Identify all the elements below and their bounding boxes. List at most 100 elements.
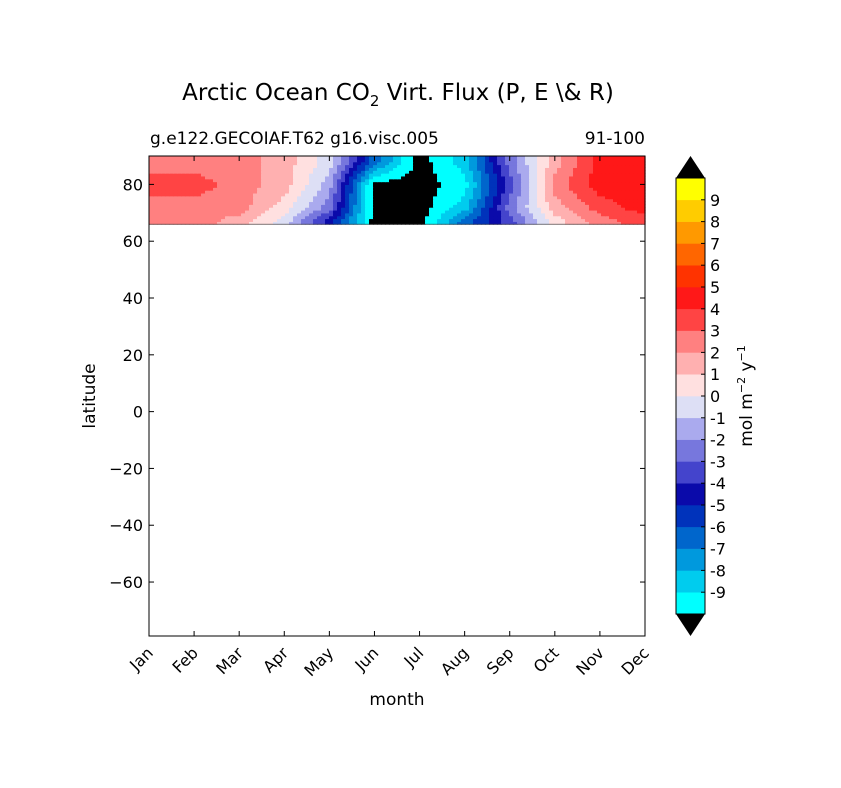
heatmap-cell: [405, 215, 410, 220]
heatmap-cell: [577, 209, 582, 214]
heatmap-cell: [229, 198, 234, 203]
heatmap-cell: [325, 161, 330, 166]
heatmap-cell: [313, 164, 318, 168]
heatmap-cell: [173, 156, 178, 160]
heatmap-cell: [401, 156, 406, 160]
heatmap-cell: [321, 184, 326, 188]
heatmap-cell: [505, 190, 510, 194]
heatmap-cell: [421, 201, 426, 205]
heatmap-cell: [345, 215, 350, 220]
heatmap-cell: [581, 178, 586, 183]
heatmap-cell: [273, 218, 278, 222]
heatmap-cell: [213, 170, 218, 174]
heatmap-cell: [169, 178, 174, 183]
heatmap-cell: [593, 173, 598, 177]
colorbar-label-exp2: −1: [735, 345, 748, 361]
heatmap-cell: [329, 204, 334, 208]
heatmap-cell: [233, 192, 238, 197]
heatmap-cell: [629, 201, 634, 205]
heatmap-cell: [545, 215, 550, 220]
colorbar-tick-label: -8: [710, 561, 726, 580]
heatmap-cell: [417, 173, 422, 177]
heatmap-cell: [457, 221, 462, 225]
heatmap-cell: [509, 207, 514, 211]
heatmap-cell: [181, 192, 186, 197]
heatmap-cell: [573, 178, 578, 183]
heatmap-cell: [465, 187, 470, 191]
heatmap-cell: [597, 195, 602, 200]
heatmap-cell: [501, 161, 506, 166]
heatmap-cell: [333, 204, 338, 208]
heatmap-cell: [177, 158, 182, 163]
heatmap-cell: [433, 156, 438, 160]
heatmap-cell: [305, 187, 310, 191]
heatmap-cell: [525, 158, 530, 163]
heatmap-cell: [261, 167, 266, 171]
heatmap-cell: [541, 198, 546, 203]
heatmap-cell: [369, 181, 374, 185]
heatmap-cell: [309, 221, 314, 225]
heatmap-cell: [485, 178, 490, 183]
heatmap-cell: [425, 164, 430, 168]
heatmap-cell: [257, 218, 262, 222]
heatmap-cell: [377, 190, 382, 194]
heatmap-cell: [381, 184, 386, 188]
heatmap-cell: [173, 190, 178, 194]
heatmap-cell: [289, 187, 294, 191]
heatmap-cell: [325, 207, 330, 211]
heatmap-cell: [561, 190, 566, 194]
heatmap-cell: [245, 221, 250, 225]
heatmap-cell: [521, 164, 526, 168]
heatmap-cell: [457, 192, 462, 197]
colorbar-tick-label: 8: [710, 213, 720, 232]
heatmap-cell: [185, 209, 190, 214]
heatmap-cell: [213, 207, 218, 211]
heatmap-cell: [441, 190, 446, 194]
colorbar-swatch: [676, 439, 705, 462]
heatmap-cell: [449, 207, 454, 211]
heatmap-cell: [201, 198, 206, 203]
heatmap-cell: [605, 198, 610, 203]
heatmap-cell: [637, 209, 642, 214]
heatmap-cell: [633, 201, 638, 205]
heatmap-cell: [309, 209, 314, 214]
heatmap-cell: [641, 212, 646, 217]
heatmap-cell: [581, 184, 586, 188]
heatmap-cell: [625, 164, 630, 168]
heatmap-cell: [269, 164, 274, 168]
heatmap-cell: [421, 218, 426, 222]
heatmap-cell: [273, 201, 278, 205]
heatmap-cell: [213, 178, 218, 183]
heatmap-cell: [153, 218, 158, 222]
heatmap-cell: [613, 195, 618, 200]
heatmap-cell: [481, 198, 486, 203]
heatmap-cell: [457, 170, 462, 174]
heatmap-cell: [177, 156, 182, 160]
heatmap-cell: [193, 175, 198, 180]
heatmap-cell: [357, 221, 362, 225]
heatmap-cell: [341, 192, 346, 197]
heatmap-cell: [285, 212, 290, 217]
heatmap-cell: [637, 195, 642, 200]
heatmap-cell: [389, 209, 394, 214]
heatmap-cell: [477, 190, 482, 194]
heatmap-cell: [525, 161, 530, 166]
heatmap-cell: [617, 198, 622, 203]
heatmap-cell: [549, 192, 554, 197]
colorbar-tick-label: -2: [710, 431, 726, 450]
heatmap-cell: [349, 212, 354, 217]
heatmap-cell: [561, 158, 566, 163]
heatmap-cell: [617, 207, 622, 211]
heatmap-cell: [433, 175, 438, 180]
heatmap-cell: [269, 201, 274, 205]
heatmap-cell: [381, 209, 386, 214]
heatmap-cell: [305, 212, 310, 217]
heatmap-cell: [201, 190, 206, 194]
heatmap-cell: [461, 195, 466, 200]
heatmap-cell: [405, 161, 410, 166]
heatmap-cell: [197, 173, 202, 177]
heatmap-cell: [237, 181, 242, 185]
heatmap-cell: [401, 209, 406, 214]
heatmap-cell: [345, 190, 350, 194]
heatmap-cell: [353, 212, 358, 217]
